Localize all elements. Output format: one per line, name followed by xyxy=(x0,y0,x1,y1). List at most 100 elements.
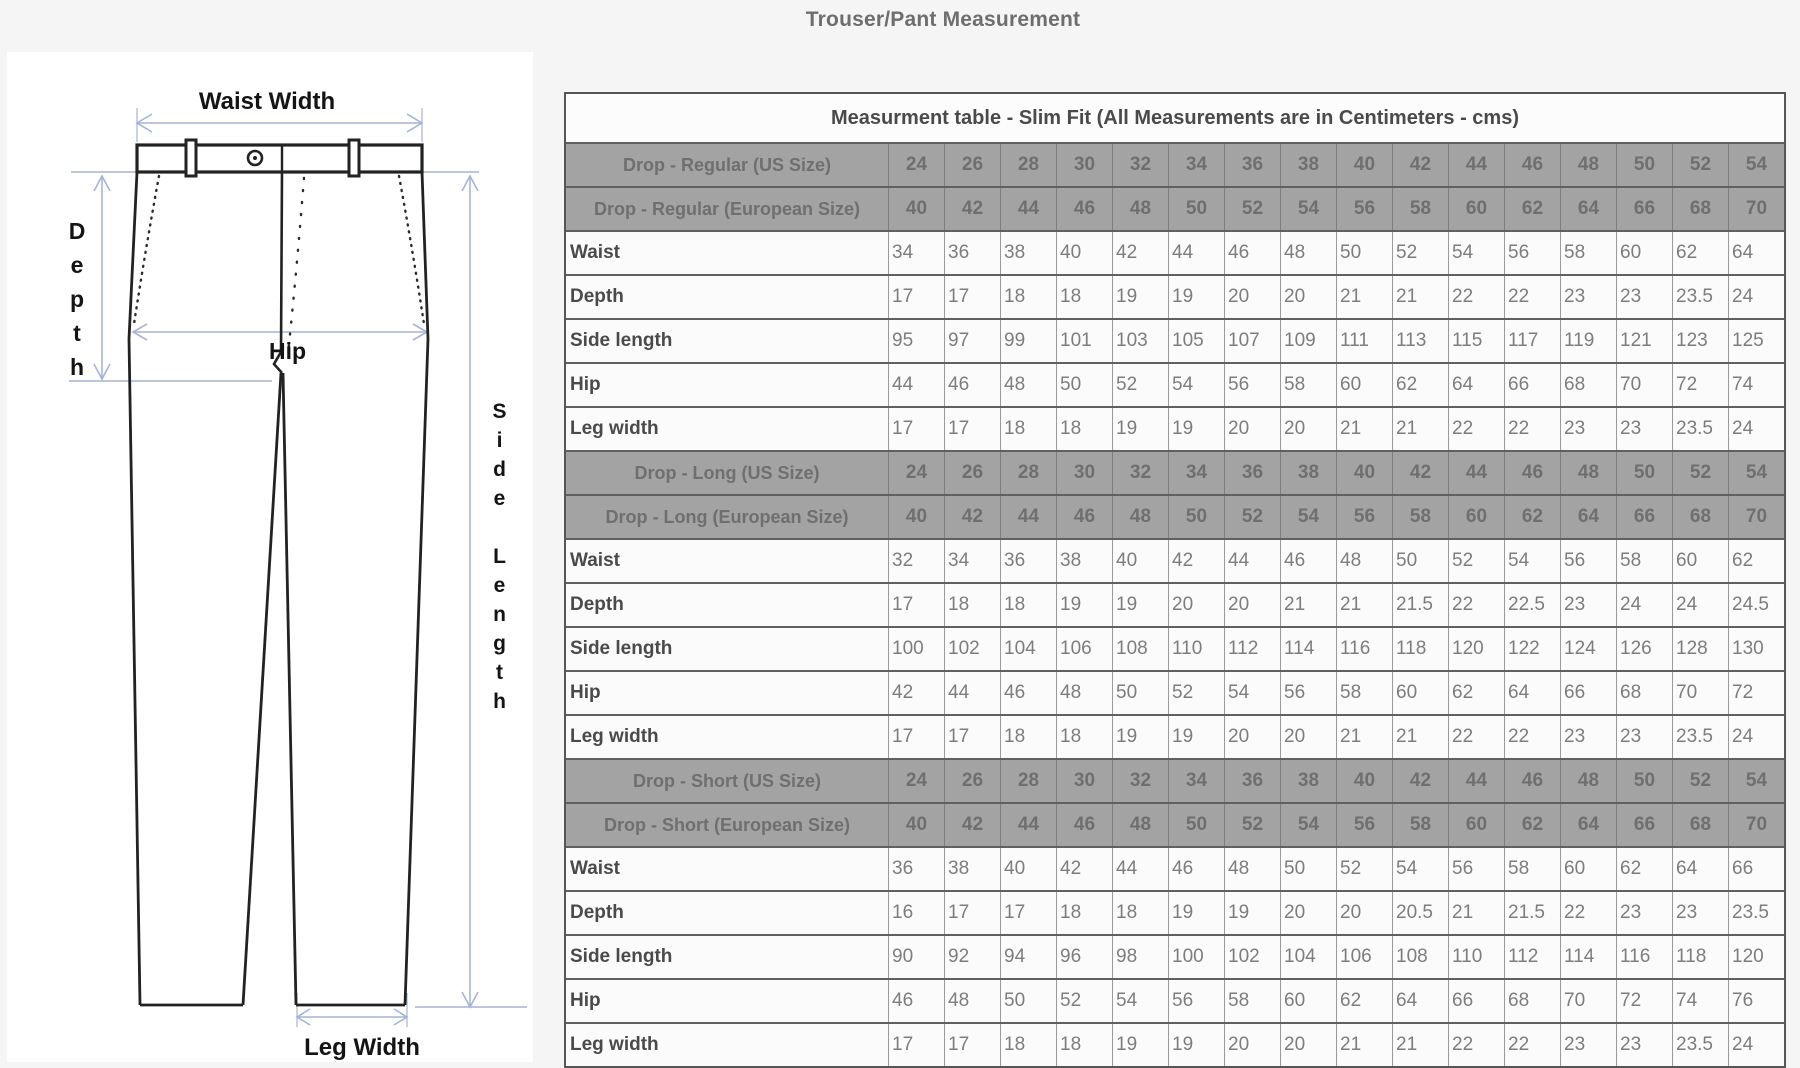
value-cell: 48 xyxy=(1280,232,1336,274)
value-cell: 66 xyxy=(1448,980,1504,1022)
size-header-label: Drop - Regular (US Size) xyxy=(566,144,888,186)
value-cell: 23.5 xyxy=(1672,276,1728,318)
size-cell: 34 xyxy=(1168,452,1224,494)
value-cell: 70 xyxy=(1672,672,1728,714)
value-cell: 102 xyxy=(1224,936,1280,978)
value-cell: 19 xyxy=(1168,892,1224,934)
value-cell: 44 xyxy=(1224,540,1280,582)
eu-size-header-row: Drop - Short (European Size) 40 42 44 46 48 50… xyxy=(566,802,1784,846)
value-cell: 21 xyxy=(1336,276,1392,318)
value-cell: 21 xyxy=(1392,276,1448,318)
value-cell: 17 xyxy=(888,408,944,450)
value-cell: 21 xyxy=(1336,408,1392,450)
size-cell: 30 xyxy=(1056,760,1112,802)
measurement-label: Hip xyxy=(566,980,888,1022)
value-cell: 72 xyxy=(1616,980,1672,1022)
value-cell: 52 xyxy=(1168,672,1224,714)
value-cell: 20 xyxy=(1280,408,1336,450)
size-cell: 46 xyxy=(1056,804,1112,846)
depth-label: Depth xyxy=(64,218,90,388)
value-cell: 54 xyxy=(1392,848,1448,890)
size-cell: 56 xyxy=(1336,804,1392,846)
value-cell: 24 xyxy=(1728,716,1784,758)
value-cell: 60 xyxy=(1616,232,1672,274)
value-cell: 23 xyxy=(1560,584,1616,626)
value-cell: 20 xyxy=(1280,892,1336,934)
value-cell: 18 xyxy=(1000,584,1056,626)
value-cell: 60 xyxy=(1280,980,1336,1022)
value-cell: 32 xyxy=(888,540,944,582)
size-cell: 42 xyxy=(944,496,1000,538)
value-cell: 17 xyxy=(944,1024,1000,1066)
size-cell: 26 xyxy=(944,452,1000,494)
size-cell: 50 xyxy=(1168,496,1224,538)
value-cell: 60 xyxy=(1392,672,1448,714)
size-cell: 68 xyxy=(1672,188,1728,230)
size-cell: 40 xyxy=(1336,452,1392,494)
table-title-row: Measurment table - Slim Fit (All Measure… xyxy=(566,94,1784,142)
value-cell: 48 xyxy=(1336,540,1392,582)
side-length-label: Side Length xyxy=(488,400,511,719)
eu-size-header-row: Drop - Regular (European Size) 40 42 44 46 48… xyxy=(566,186,1784,230)
size-cell: 44 xyxy=(1000,496,1056,538)
value-cell: 114 xyxy=(1560,936,1616,978)
measurement-row: Hip 46 48 50 52 54 56 58 60 62 64 66 68 70 72 74 76 xyxy=(566,978,1784,1022)
value-cell: 46 xyxy=(1224,232,1280,274)
measurement-row: Depth 17 18 18 19 19 20 20 21 21 21.5 22 22.5 23 24 24 2… xyxy=(566,582,1784,626)
value-cell: 108 xyxy=(1392,936,1448,978)
value-cell: 102 xyxy=(944,628,1000,670)
hip-label: Hip xyxy=(269,338,307,364)
value-cell: 62 xyxy=(1616,848,1672,890)
value-cell: 62 xyxy=(1728,540,1784,582)
value-cell: 23 xyxy=(1560,716,1616,758)
size-cell: 44 xyxy=(1000,804,1056,846)
size-cell: 52 xyxy=(1224,188,1280,230)
value-cell: 72 xyxy=(1728,672,1784,714)
size-cell: 68 xyxy=(1672,804,1728,846)
value-cell: 16 xyxy=(888,892,944,934)
value-cell: 19 xyxy=(1168,276,1224,318)
value-cell: 70 xyxy=(1616,364,1672,406)
value-cell: 74 xyxy=(1728,364,1784,406)
size-cell: 38 xyxy=(1280,760,1336,802)
value-cell: 105 xyxy=(1168,320,1224,362)
size-cell: 32 xyxy=(1112,144,1168,186)
size-cell: 36 xyxy=(1224,760,1280,802)
value-cell: 50 xyxy=(1280,848,1336,890)
value-cell: 116 xyxy=(1336,628,1392,670)
value-cell: 58 xyxy=(1616,540,1672,582)
size-cell: 52 xyxy=(1672,452,1728,494)
value-cell: 24 xyxy=(1616,584,1672,626)
measurement-row: Waist 34 36 38 40 42 44 46 48 50 52 54 56 58 60 62 64 xyxy=(566,230,1784,274)
value-cell: 22.5 xyxy=(1504,584,1560,626)
value-cell: 94 xyxy=(1000,936,1056,978)
size-cell: 64 xyxy=(1560,188,1616,230)
value-cell: 46 xyxy=(1280,540,1336,582)
value-cell: 60 xyxy=(1336,364,1392,406)
value-cell: 56 xyxy=(1448,848,1504,890)
value-cell: 54 xyxy=(1504,540,1560,582)
value-cell: 48 xyxy=(1000,364,1056,406)
value-cell: 18 xyxy=(1056,408,1112,450)
value-cell: 76 xyxy=(1728,980,1784,1022)
value-cell: 23 xyxy=(1616,892,1672,934)
value-cell: 104 xyxy=(1280,936,1336,978)
value-cell: 52 xyxy=(1056,980,1112,1022)
value-cell: 23 xyxy=(1560,1024,1616,1066)
value-cell: 110 xyxy=(1448,936,1504,978)
value-cell: 36 xyxy=(944,232,1000,274)
value-cell: 117 xyxy=(1504,320,1560,362)
size-cell: 42 xyxy=(1392,452,1448,494)
value-cell: 22 xyxy=(1448,716,1504,758)
value-cell: 62 xyxy=(1448,672,1504,714)
value-cell: 36 xyxy=(888,848,944,890)
value-cell: 96 xyxy=(1056,936,1112,978)
size-cell: 40 xyxy=(888,188,944,230)
leg-width-label: Leg Width xyxy=(304,1034,420,1061)
value-cell: 98 xyxy=(1112,936,1168,978)
size-cell: 44 xyxy=(1448,144,1504,186)
size-cell: 42 xyxy=(944,804,1000,846)
value-cell: 34 xyxy=(944,540,1000,582)
size-cell: 70 xyxy=(1728,188,1784,230)
value-cell: 56 xyxy=(1224,364,1280,406)
